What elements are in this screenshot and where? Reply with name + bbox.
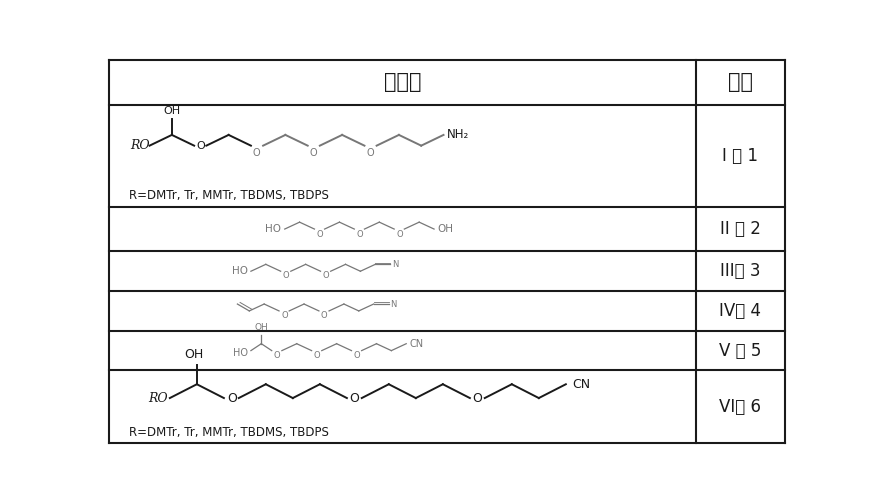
Text: O: O	[283, 271, 290, 280]
Text: HO: HO	[232, 266, 248, 276]
Text: OH: OH	[438, 224, 453, 234]
Text: III或 3: III或 3	[720, 262, 760, 280]
Text: O: O	[353, 351, 360, 360]
Text: O: O	[253, 147, 261, 157]
Text: HO: HO	[233, 348, 248, 358]
Text: OH: OH	[255, 323, 269, 332]
Text: I 或 1: I 或 1	[722, 147, 758, 165]
Text: OH: OH	[163, 106, 181, 116]
Text: O: O	[349, 391, 358, 404]
Text: O: O	[366, 147, 374, 157]
Text: 结构式: 结构式	[384, 72, 421, 93]
Text: R=DMTr, Tr, MMTr, TBDMS, TBDPS: R=DMTr, Tr, MMTr, TBDMS, TBDPS	[129, 189, 329, 202]
Text: O: O	[321, 311, 328, 320]
Text: V 或 5: V 或 5	[719, 342, 761, 360]
Text: 编号: 编号	[728, 72, 753, 93]
Text: CN: CN	[573, 378, 590, 391]
Text: O: O	[357, 230, 363, 239]
Text: II 或 2: II 或 2	[719, 220, 760, 238]
Text: O: O	[472, 391, 481, 404]
Text: IV或 4: IV或 4	[719, 302, 761, 320]
Text: CN: CN	[410, 339, 424, 349]
Text: OH: OH	[184, 348, 203, 361]
Text: O: O	[228, 391, 237, 404]
Text: VI或 6: VI或 6	[719, 398, 761, 416]
Text: O: O	[317, 230, 324, 239]
Text: N: N	[392, 260, 399, 269]
Text: O: O	[396, 230, 403, 239]
Text: O: O	[314, 351, 320, 360]
Text: N: N	[391, 299, 397, 309]
Text: RO: RO	[148, 391, 167, 404]
Text: O: O	[196, 140, 205, 151]
Text: O: O	[281, 311, 288, 320]
Text: R=DMTr, Tr, MMTr, TBDMS, TBDPS: R=DMTr, Tr, MMTr, TBDMS, TBDPS	[129, 426, 329, 439]
Text: HO: HO	[265, 224, 282, 234]
Text: O: O	[274, 351, 281, 360]
Text: O: O	[323, 271, 329, 280]
Text: O: O	[310, 147, 317, 157]
Text: NH₂: NH₂	[446, 128, 469, 141]
Text: RO: RO	[130, 139, 150, 152]
